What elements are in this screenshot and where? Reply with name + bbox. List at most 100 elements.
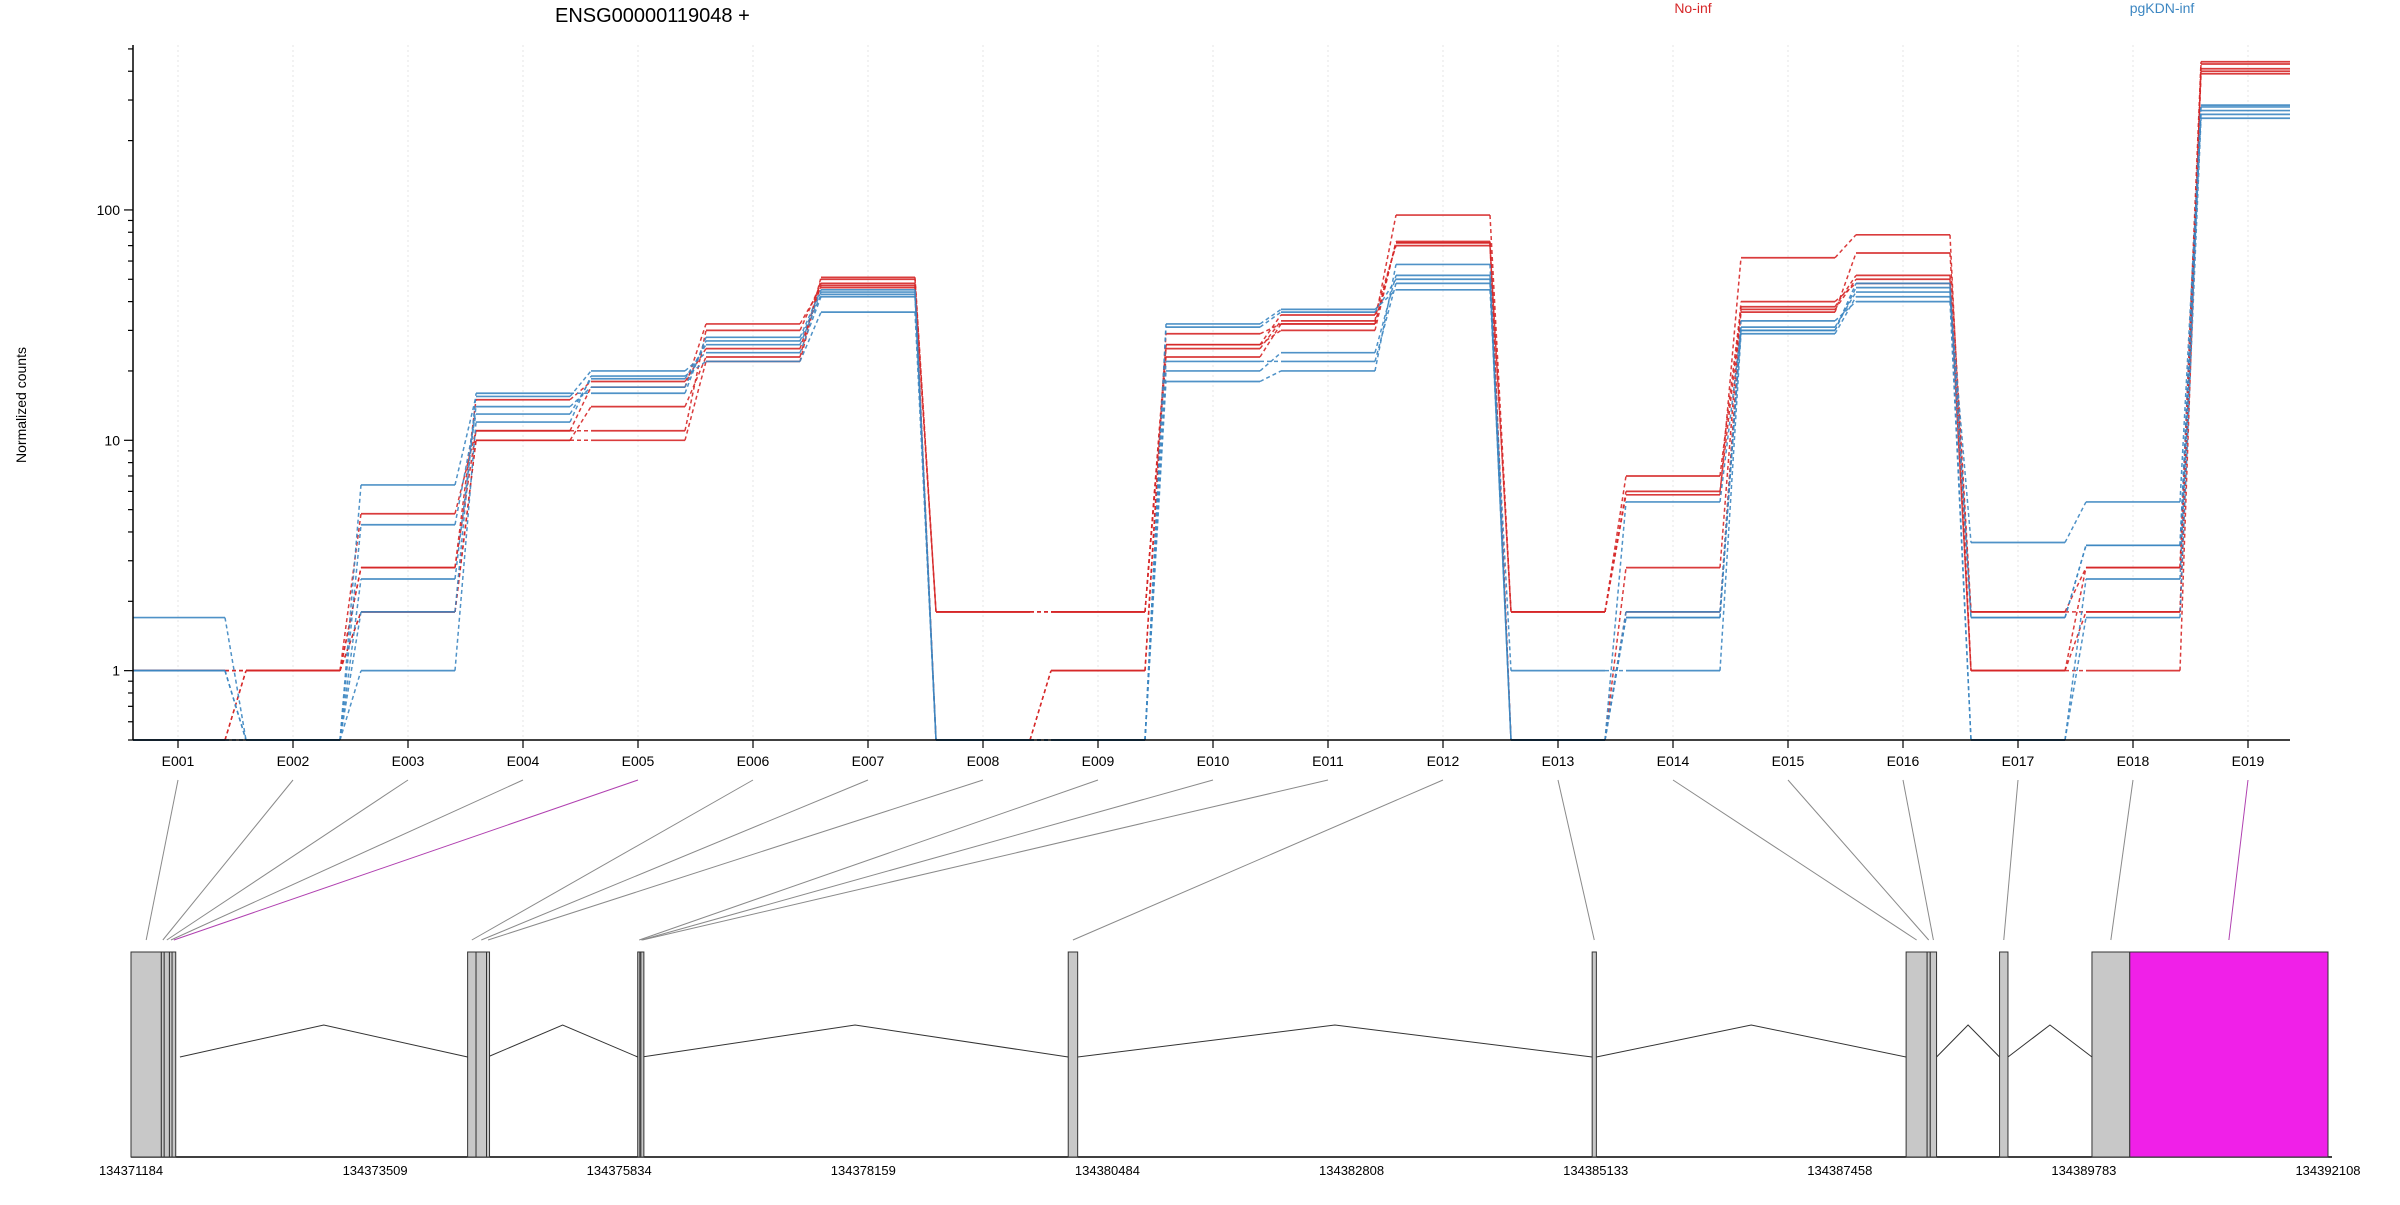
series-transition	[684, 360, 707, 377]
series-transition	[2179, 118, 2202, 618]
series-transition	[1604, 567, 1627, 741]
series-transition	[569, 386, 592, 408]
x-tick-label: E018	[2117, 753, 2150, 769]
series-transition	[1719, 333, 1742, 671]
series-transition	[339, 670, 362, 741]
grid-layer	[177, 45, 2249, 740]
series-transition	[799, 311, 822, 362]
genomic-tick-label: 134373509	[343, 1163, 408, 1178]
series-transition	[1719, 330, 1742, 612]
series-transition	[1259, 323, 1282, 358]
exon-connector	[641, 779, 1214, 941]
series-transition	[2064, 611, 2087, 671]
series-transition	[1144, 356, 1167, 612]
series-transition	[684, 340, 707, 388]
series-transition	[569, 386, 592, 432]
genomic-tick-label: 134371184	[99, 1163, 163, 1178]
x-tick-label: E005	[622, 753, 655, 769]
series-transition	[569, 370, 592, 397]
exon-box	[1905, 951, 1928, 1158]
exon-box	[467, 951, 477, 1158]
series-transition	[1834, 283, 1857, 331]
series-transition	[339, 524, 362, 741]
series-transition	[799, 283, 822, 331]
series-transition	[1259, 314, 1282, 346]
series-transition	[1144, 333, 1167, 671]
series-transition	[454, 393, 477, 612]
series-transition	[1374, 214, 1397, 321]
y-tick-label: 10	[104, 432, 120, 448]
exon-connector	[2003, 779, 2019, 941]
series-transition	[1259, 323, 1282, 335]
exon-box	[130, 951, 162, 1158]
series-transition	[799, 296, 822, 353]
y-tick-label: 100	[97, 202, 121, 218]
series-transition	[1374, 283, 1397, 362]
series-transition	[2179, 110, 2202, 580]
series-transition	[684, 352, 707, 372]
series-transition	[1834, 301, 1857, 322]
series-transition	[1834, 278, 1857, 310]
series-transition	[1719, 301, 1742, 568]
series-transition	[1834, 234, 1857, 259]
x-tick-label: E015	[1772, 753, 1805, 769]
intron-line	[487, 1024, 638, 1058]
series-transition	[684, 356, 707, 407]
series-transition	[2064, 567, 2087, 671]
exon-connector	[487, 779, 984, 941]
genomic-tick-label: 134378159	[831, 1163, 896, 1178]
series-transition	[1604, 617, 1627, 741]
series-transition	[1834, 252, 1857, 313]
series-transition	[799, 294, 822, 345]
series-transition	[1949, 296, 1972, 543]
series-transition	[2064, 501, 2087, 543]
exon-box	[486, 951, 491, 1158]
series-transition	[799, 289, 822, 338]
intron-line	[1077, 1024, 1593, 1058]
series-transition	[569, 375, 592, 423]
legend-entry-no-inf: No-inf	[1674, 0, 1711, 16]
series-transition	[1259, 370, 1282, 383]
exon-connector	[1902, 779, 1934, 941]
genomic-tick-label: 134385133	[1563, 1163, 1628, 1178]
x-tick-label: E003	[392, 753, 425, 769]
exon-connector	[145, 779, 179, 941]
series-transition	[1144, 327, 1167, 741]
genomic-tick-label: 134392108	[2295, 1163, 2360, 1178]
series-transition	[454, 396, 477, 486]
x-tick-label: E006	[737, 753, 770, 769]
x-tick-label: E014	[1657, 753, 1690, 769]
series-transition	[799, 291, 822, 342]
x-tick-label: E008	[967, 753, 1000, 769]
x-tick-label: E007	[852, 753, 885, 769]
intron-line	[641, 1024, 1069, 1058]
y-axis-label: Normalized counts	[13, 347, 29, 463]
exon-connector	[2228, 779, 2249, 941]
exon-box	[2091, 951, 2131, 1158]
exon-box	[640, 951, 645, 1158]
exon-connector	[481, 779, 869, 941]
series-transition	[1259, 329, 1282, 346]
exon-box	[163, 951, 170, 1158]
genomic-tick-label: 134389783	[2051, 1163, 2116, 1178]
x-tick-label: E016	[1887, 753, 1920, 769]
x-tick-label: E009	[1082, 753, 1115, 769]
series-transition	[2064, 617, 2087, 741]
series-transition	[1949, 301, 1972, 741]
series-transition	[2179, 105, 2202, 546]
x-tick-label: E002	[277, 753, 310, 769]
series-transition	[684, 361, 707, 441]
x-tick-label: E004	[507, 753, 540, 769]
series-layer	[133, 60, 2290, 741]
series-transition	[454, 406, 477, 580]
series-transition	[2179, 61, 2202, 568]
series-pgkdn-inf-8	[133, 109, 2290, 741]
exon-connector	[1557, 779, 1595, 941]
intron-line	[1596, 1024, 1907, 1058]
intron-line	[2007, 1024, 2093, 1058]
exon-box	[1999, 951, 2009, 1158]
x-tick-label: E012	[1427, 753, 1460, 769]
x-tick-label: E011	[1312, 753, 1344, 769]
series-transition	[339, 611, 362, 671]
x-tick-label: E019	[2232, 753, 2265, 769]
